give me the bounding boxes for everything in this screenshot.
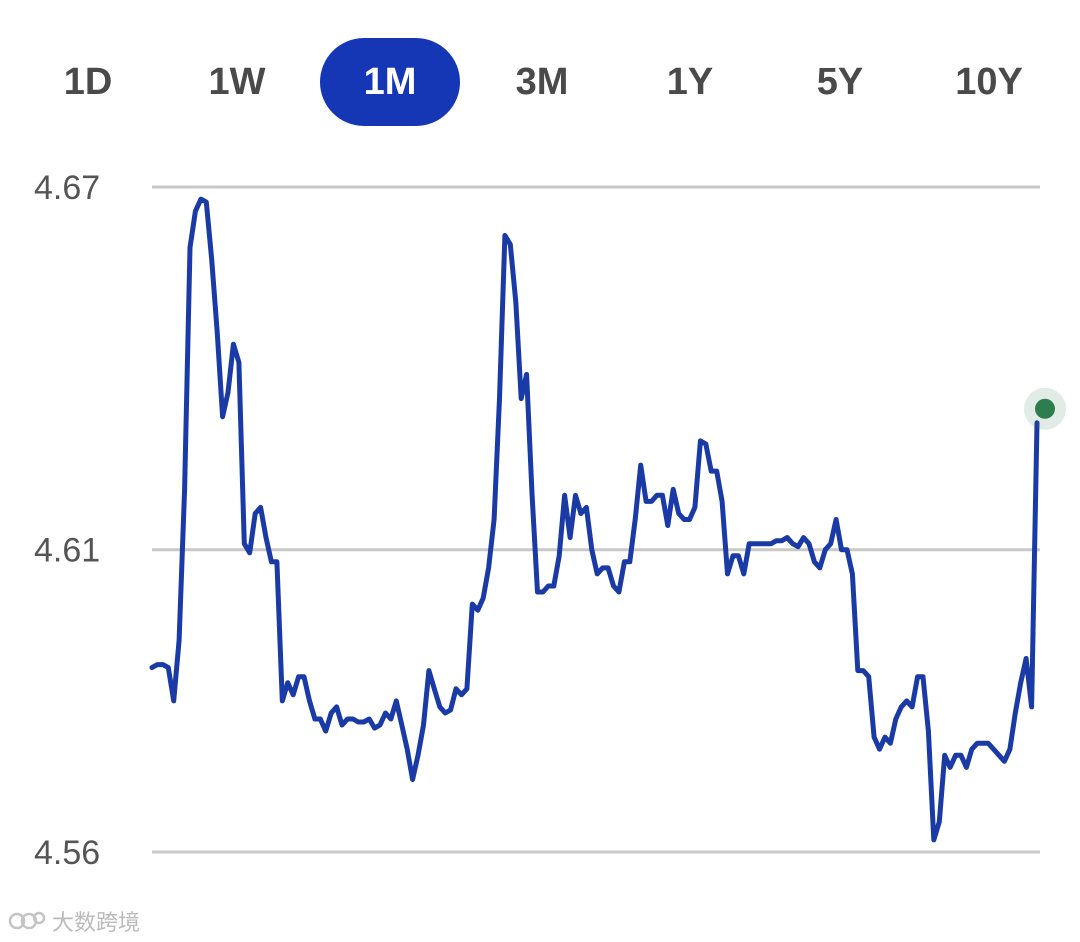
tab-1m[interactable]: 1M [320, 38, 460, 126]
tab-1w[interactable]: 1W [208, 61, 266, 103]
y-tick-label-0: 4.67 [34, 169, 100, 207]
y-tick-label-2: 4.56 [34, 834, 100, 872]
tab-10y[interactable]: 10Y [955, 61, 1023, 103]
y-tick-label-1: 4.61 [34, 532, 100, 570]
y-axis-labels: 4.67 4.61 4.56 [34, 169, 100, 872]
endpoint-marker [1035, 398, 1055, 419]
tab-1d[interactable]: 1D [63, 61, 113, 103]
endpoint-layer [1024, 387, 1066, 430]
tab-3m[interactable]: 3M [515, 61, 569, 103]
range-tabs: 1D 1W 1M 3M 1Y 5Y 10Y [0, 38, 1080, 126]
series-layer [149, 196, 1040, 843]
tab-1y[interactable]: 1Y [666, 61, 714, 103]
watermark-text: 大数跨境 [52, 911, 141, 936]
watermark: 大数跨境 [8, 904, 140, 938]
tab-5y[interactable]: 5Y [816, 61, 864, 103]
series-line [149, 196, 1040, 843]
watermark-logo-icon [8, 911, 46, 930]
gridlines [152, 185, 1040, 854]
